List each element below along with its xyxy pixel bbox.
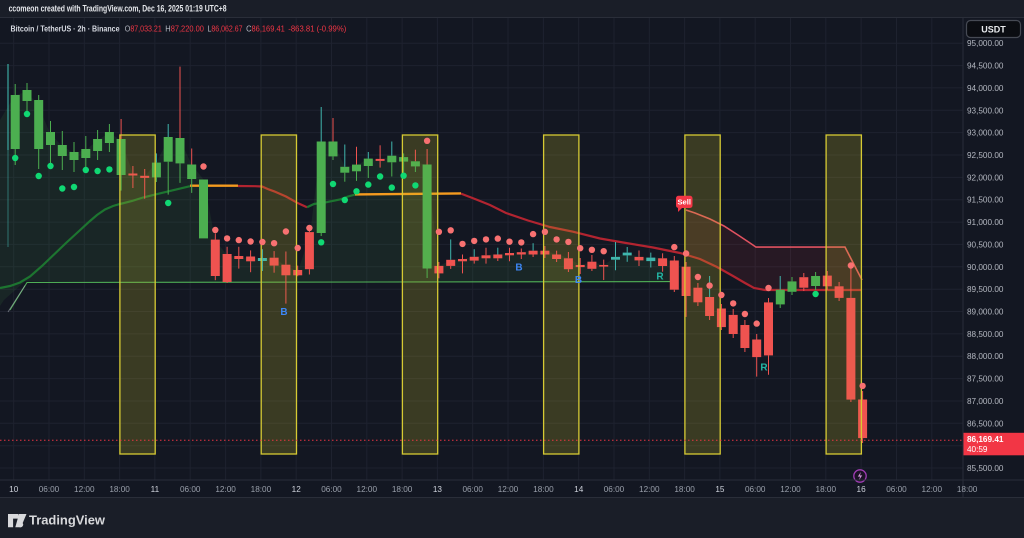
svg-text:92,500.00: 92,500.00 xyxy=(967,151,1004,160)
svg-text:89,500.00: 89,500.00 xyxy=(967,285,1004,294)
svg-text:10: 10 xyxy=(9,485,19,494)
svg-text:12:00: 12:00 xyxy=(215,485,236,494)
svg-text:-863.81 (-0.99%): -863.81 (-0.99%) xyxy=(288,24,346,34)
svg-text:12:00: 12:00 xyxy=(780,485,801,494)
svg-text:C86,169.41: C86,169.41 xyxy=(246,24,285,34)
svg-text:B: B xyxy=(280,307,287,318)
svg-text:89,000.00: 89,000.00 xyxy=(967,308,1004,317)
svg-text:18:00: 18:00 xyxy=(392,485,413,494)
svg-text:R: R xyxy=(760,363,768,374)
svg-text:06:00: 06:00 xyxy=(180,485,201,494)
svg-text:93,000.00: 93,000.00 xyxy=(967,129,1004,138)
svg-text:06:00: 06:00 xyxy=(39,485,60,494)
svg-text:88,500.00: 88,500.00 xyxy=(967,330,1004,339)
svg-text:O87,033.21: O87,033.21 xyxy=(125,24,162,34)
svg-text:13: 13 xyxy=(433,485,443,494)
svg-text:12:00: 12:00 xyxy=(498,485,519,494)
svg-text:94,000.00: 94,000.00 xyxy=(967,84,1004,93)
svg-text:87,500.00: 87,500.00 xyxy=(967,375,1004,384)
svg-text:91,500.00: 91,500.00 xyxy=(967,196,1004,205)
svg-text:B: B xyxy=(575,275,582,286)
svg-text:14: 14 xyxy=(574,485,584,494)
svg-text:R: R xyxy=(656,272,664,283)
svg-text:90,500.00: 90,500.00 xyxy=(967,240,1004,249)
svg-text:18:00: 18:00 xyxy=(957,485,978,494)
svg-text:Sell: Sell xyxy=(677,198,691,207)
svg-text:12:00: 12:00 xyxy=(74,485,95,494)
svg-text:USDT: USDT xyxy=(981,25,1006,35)
svg-text:11: 11 xyxy=(151,485,160,494)
svg-text:40:59: 40:59 xyxy=(967,445,988,454)
svg-text:12: 12 xyxy=(292,485,302,494)
svg-text:18:00: 18:00 xyxy=(251,485,272,494)
svg-text:06:00: 06:00 xyxy=(886,485,907,494)
svg-text:92,000.00: 92,000.00 xyxy=(967,173,1004,182)
svg-text:86,500.00: 86,500.00 xyxy=(967,419,1004,428)
svg-text:H87,220.00: H87,220.00 xyxy=(165,24,204,34)
svg-text:87,000.00: 87,000.00 xyxy=(967,397,1004,406)
svg-text:93,500.00: 93,500.00 xyxy=(967,106,1004,115)
svg-text:12:00: 12:00 xyxy=(639,485,660,494)
svg-text:12:00: 12:00 xyxy=(922,485,943,494)
svg-text:L86,062.67: L86,062.67 xyxy=(208,24,243,34)
svg-text:06:00: 06:00 xyxy=(604,485,625,494)
svg-text:18:00: 18:00 xyxy=(816,485,837,494)
svg-text:95,000.00: 95,000.00 xyxy=(967,39,1004,48)
svg-text:06:00: 06:00 xyxy=(745,485,766,494)
svg-text:TradingView: TradingView xyxy=(29,513,106,528)
svg-text:06:00: 06:00 xyxy=(321,485,342,494)
svg-text:91,000.00: 91,000.00 xyxy=(967,218,1004,227)
svg-text:18:00: 18:00 xyxy=(109,485,130,494)
svg-text:06:00: 06:00 xyxy=(462,485,483,494)
svg-text:86,169.41: 86,169.41 xyxy=(967,435,1004,444)
svg-text:15: 15 xyxy=(715,485,725,494)
svg-text:12:00: 12:00 xyxy=(357,485,378,494)
svg-text:18:00: 18:00 xyxy=(674,485,695,494)
svg-text:94,500.00: 94,500.00 xyxy=(967,62,1004,71)
svg-text:16: 16 xyxy=(857,485,867,494)
svg-text:85,500.00: 85,500.00 xyxy=(967,464,1004,473)
svg-text:18:00: 18:00 xyxy=(533,485,554,494)
svg-text:Bitcoin / TetherUS · 2h · Bina: Bitcoin / TetherUS · 2h · Binance xyxy=(11,24,120,34)
svg-text:ccomeon created with TradingVi: ccomeon created with TradingView.com, De… xyxy=(9,4,227,14)
svg-text:88,000.00: 88,000.00 xyxy=(967,352,1004,361)
svg-text:90,000.00: 90,000.00 xyxy=(967,263,1004,272)
svg-text:B: B xyxy=(515,263,522,274)
